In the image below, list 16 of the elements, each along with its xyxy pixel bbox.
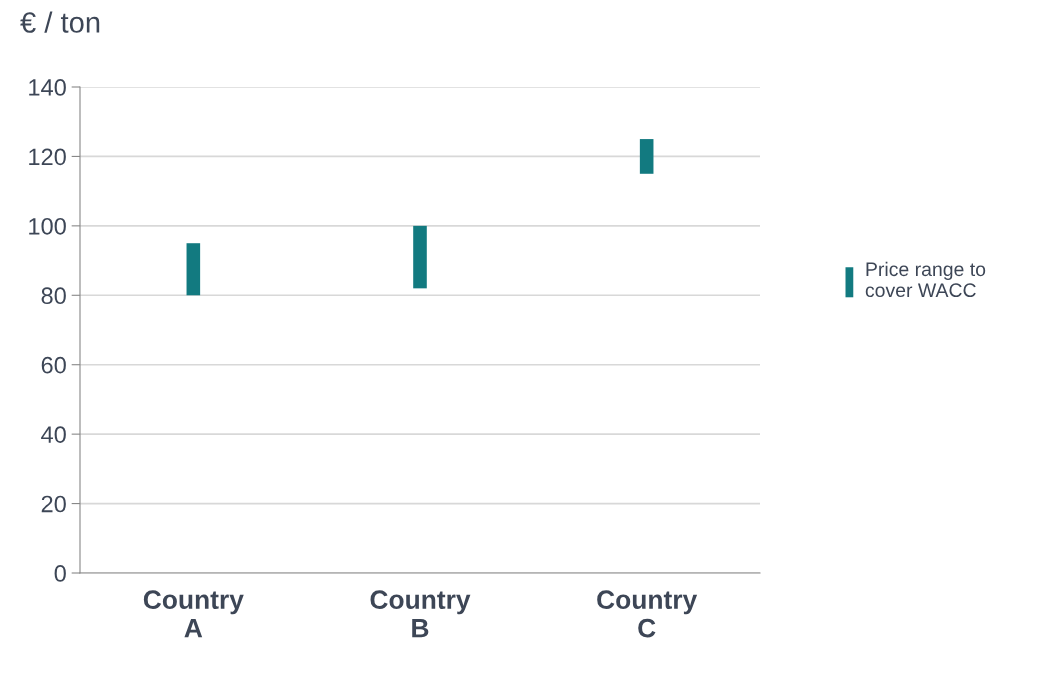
x-tick-label: Country C <box>597 590 698 638</box>
y-tick-label: 20 <box>41 495 66 513</box>
bar <box>413 225 427 289</box>
y-tick-label: 100 <box>29 217 66 235</box>
bar <box>639 139 654 174</box>
x-tick-label: Country A <box>143 590 244 638</box>
y-tick-label: 0 <box>54 565 66 582</box>
bar <box>186 243 201 296</box>
y-axis-title: € / ton <box>20 11 100 33</box>
y-tick-label: 120 <box>29 148 66 166</box>
y-tick-label: 40 <box>41 426 66 443</box>
y-tick-label: 140 <box>29 79 66 96</box>
y-tick-label: 60 <box>41 356 66 374</box>
x-tick-label: Country B <box>370 590 471 638</box>
legend-label: Price range to cover WACC <box>865 261 986 298</box>
y-tick-label: 80 <box>41 287 66 305</box>
